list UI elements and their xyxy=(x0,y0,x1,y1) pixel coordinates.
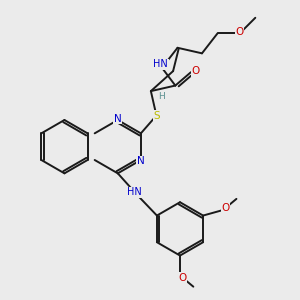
Text: O: O xyxy=(178,273,186,283)
Text: O: O xyxy=(221,203,230,213)
Text: H: H xyxy=(159,92,165,101)
Text: O: O xyxy=(191,66,200,76)
Text: N: N xyxy=(137,156,145,166)
Text: HN: HN xyxy=(154,59,168,69)
Text: N: N xyxy=(114,114,122,124)
Text: O: O xyxy=(236,27,244,37)
Text: HN: HN xyxy=(127,187,142,197)
Text: S: S xyxy=(153,111,160,121)
